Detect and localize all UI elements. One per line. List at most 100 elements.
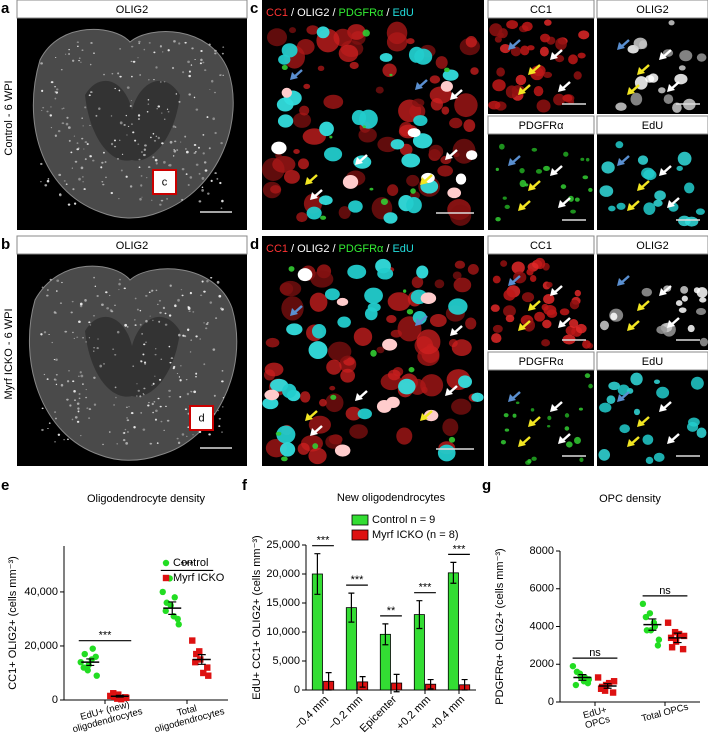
arrow-head: [659, 404, 667, 412]
cell: [221, 52, 224, 55]
cell: [214, 52, 217, 55]
cell: [338, 44, 359, 63]
cell: [54, 91, 57, 93]
cell: [178, 101, 180, 103]
cell: [160, 420, 163, 423]
cell: [377, 267, 394, 280]
cell: [68, 49, 70, 51]
cell: [140, 151, 143, 153]
arrow-head: [617, 394, 625, 402]
error-bar: [603, 683, 612, 689]
cell: [488, 100, 501, 110]
cell: [46, 294, 49, 297]
cell: [205, 323, 209, 326]
cell: [326, 359, 342, 375]
cell: [60, 69, 63, 71]
cell: [187, 60, 190, 64]
cell: [499, 143, 505, 150]
cell: [171, 66, 175, 70]
cell: [145, 294, 148, 297]
cell: [270, 185, 282, 194]
cell: [217, 410, 219, 412]
arrow-head: [355, 157, 363, 165]
cell: [281, 296, 304, 321]
cell: [448, 436, 456, 443]
legend-swatch: [351, 514, 369, 526]
cell: [102, 183, 105, 186]
panel-label: b: [1, 236, 10, 253]
cell: [534, 311, 545, 322]
cell: [308, 415, 331, 434]
cell: [219, 181, 222, 185]
cell: [119, 75, 122, 78]
cell: [54, 378, 57, 381]
cell: [214, 172, 217, 175]
cell: [349, 61, 359, 70]
cell: [317, 65, 325, 72]
cell: [202, 134, 205, 136]
cell: [201, 188, 204, 192]
cell: [221, 370, 224, 372]
cell: [158, 320, 161, 323]
cell: [695, 208, 705, 215]
cell: [562, 94, 573, 102]
cell: [318, 195, 333, 206]
cell: [198, 430, 202, 434]
cell: [463, 119, 476, 132]
y-tick-label: 15,000: [266, 597, 300, 609]
cell: [491, 333, 502, 344]
cell: [296, 212, 308, 223]
data-point: [572, 681, 580, 689]
data-point: [639, 600, 647, 608]
cell: [165, 405, 167, 407]
cell: [124, 323, 128, 327]
panel-label: e: [1, 477, 9, 494]
cell: [43, 331, 47, 334]
cell: [139, 74, 141, 76]
cell: [176, 149, 179, 151]
cell: [442, 69, 459, 81]
cell: [74, 416, 78, 419]
cell: [302, 128, 326, 145]
cell: [127, 125, 130, 127]
significance-label: ***: [317, 535, 331, 547]
cell: [454, 93, 478, 118]
cell: [406, 308, 414, 315]
cell: [316, 26, 330, 39]
cell: [164, 312, 167, 315]
cell: [138, 166, 141, 169]
cell: [695, 307, 707, 316]
cell: [166, 419, 170, 422]
cell: [220, 307, 223, 310]
cell: [67, 126, 71, 129]
cell: [59, 194, 62, 197]
cell: [148, 291, 151, 294]
cell: [353, 327, 373, 346]
cell: [211, 79, 214, 83]
cell: [177, 298, 180, 302]
cell: [57, 130, 61, 133]
cell: [130, 45, 134, 48]
data-point: [115, 691, 122, 698]
cell: [678, 307, 687, 313]
cell: [325, 434, 342, 449]
cell: [80, 374, 84, 378]
cell: [410, 188, 416, 194]
cell: [131, 75, 133, 78]
cell: [323, 94, 344, 109]
cell: [115, 396, 117, 399]
cell: [185, 173, 188, 176]
cell: [189, 176, 193, 179]
cell: [157, 105, 161, 108]
cell: [108, 431, 111, 433]
cell: [492, 79, 506, 92]
cell: [383, 212, 398, 224]
cell: [66, 116, 69, 119]
data-point: [643, 627, 651, 634]
cell: [155, 409, 158, 413]
arrow-head: [617, 158, 625, 166]
data-point: [646, 610, 654, 617]
cell: [559, 308, 570, 316]
cell: [416, 329, 441, 355]
cell: [168, 395, 171, 398]
